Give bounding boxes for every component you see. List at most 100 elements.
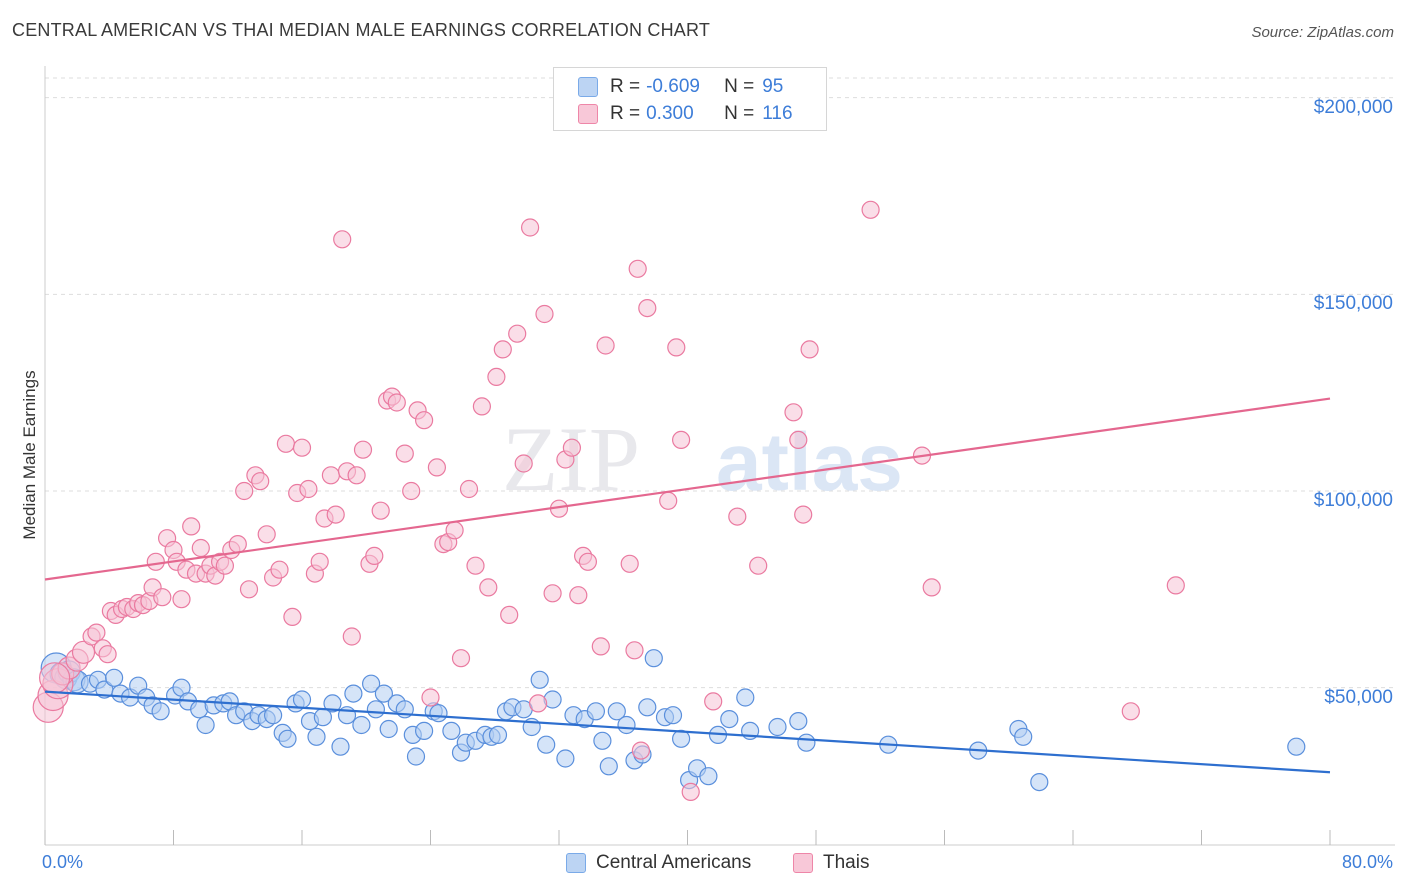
data-point	[784, 403, 803, 422]
data-point	[196, 715, 215, 735]
data-point	[922, 578, 941, 597]
data-point	[228, 534, 247, 554]
data-point	[182, 517, 201, 536]
legend-swatch-thais	[578, 104, 598, 124]
data-point	[487, 367, 506, 386]
data-point	[362, 674, 381, 693]
data-point	[1166, 576, 1185, 595]
data-point	[442, 721, 461, 741]
trend-line-0	[44, 690, 1331, 774]
data-point	[728, 507, 747, 526]
legend-n-label: N =	[724, 76, 755, 97]
data-point	[562, 438, 582, 457]
data-point	[307, 727, 326, 746]
data-point	[270, 560, 289, 579]
data-point	[146, 552, 165, 571]
data-point	[586, 702, 606, 721]
legend-item-thais[interactable]: Thais	[793, 852, 869, 874]
y-axis-label: Median Male Earnings	[20, 370, 39, 540]
data-point	[628, 259, 647, 278]
data-point	[530, 670, 549, 689]
data-point	[591, 637, 610, 656]
data-point	[861, 200, 880, 219]
data-point	[459, 479, 479, 499]
data-points	[32, 200, 1306, 802]
data-point	[429, 704, 448, 723]
chart-title: CENTRAL AMERICAN VS THAI MEDIAN MALE EAR…	[12, 20, 711, 40]
data-point	[235, 481, 254, 501]
data-point	[333, 230, 352, 249]
data-point	[323, 694, 342, 713]
data-point	[569, 586, 588, 605]
data-point	[596, 336, 615, 355]
legend-item-central-americans[interactable]: Central Americans	[566, 852, 751, 874]
series-1	[32, 200, 1185, 802]
data-point	[71, 640, 96, 664]
y-tick-label: $50,000	[1324, 686, 1393, 708]
data-point	[617, 715, 636, 735]
data-point	[607, 702, 626, 721]
data-point	[38, 662, 71, 694]
data-point	[344, 684, 363, 703]
data-point	[321, 466, 340, 485]
data-point	[310, 552, 329, 571]
data-point	[500, 605, 519, 625]
data-point	[800, 340, 819, 359]
legend-r-label: R =	[610, 76, 641, 97]
data-point	[299, 479, 318, 499]
data-point	[797, 733, 816, 752]
data-point	[508, 324, 527, 343]
data-point	[191, 538, 210, 558]
legend-swatch-thais	[793, 853, 813, 873]
data-point	[543, 584, 562, 603]
data-point	[520, 218, 540, 237]
data-point	[638, 698, 657, 717]
data-point	[366, 700, 385, 719]
data-point	[749, 556, 768, 575]
legend-n-value: 95	[762, 76, 784, 97]
data-point	[172, 590, 191, 609]
data-point	[528, 694, 548, 713]
data-point	[292, 438, 312, 457]
data-point	[1121, 702, 1140, 721]
data-point	[578, 552, 598, 571]
x-tick-min: 0.0%	[42, 852, 84, 872]
data-point	[479, 578, 498, 597]
data-point	[704, 692, 723, 711]
legend-swatch-central-americans	[578, 77, 598, 97]
data-point	[599, 757, 618, 776]
data-point	[451, 649, 471, 668]
data-point	[794, 505, 813, 524]
data-point	[215, 556, 234, 575]
data-point	[276, 434, 295, 453]
data-point	[153, 588, 172, 607]
data-point	[387, 393, 406, 412]
x-tick-max: 80.0%	[1341, 852, 1393, 872]
source-label: Source: ZipAtlas.com	[1251, 24, 1394, 41]
y-tick-label: $100,000	[1313, 490, 1393, 511]
data-point	[151, 702, 170, 721]
data-point	[374, 684, 393, 703]
data-point	[620, 554, 639, 573]
data-point	[644, 649, 663, 668]
data-point	[671, 430, 691, 449]
data-point	[535, 304, 554, 324]
data-point	[1014, 727, 1033, 746]
data-point	[87, 623, 106, 642]
legend-row-central-americans: R = -0.609 N = 95	[578, 75, 783, 99]
data-point	[371, 501, 390, 520]
data-point	[736, 688, 755, 707]
data-point	[104, 668, 124, 687]
data-point	[395, 444, 414, 463]
data-point	[292, 690, 312, 709]
data-point	[427, 458, 446, 477]
data-point	[681, 782, 700, 802]
data-point	[379, 719, 398, 739]
data-point	[1287, 737, 1306, 756]
trend-line-1	[44, 397, 1331, 581]
data-point	[466, 556, 485, 575]
data-point	[342, 627, 361, 646]
data-point	[659, 491, 678, 510]
y-tick-label: $150,000	[1313, 293, 1393, 315]
data-point	[789, 711, 808, 731]
